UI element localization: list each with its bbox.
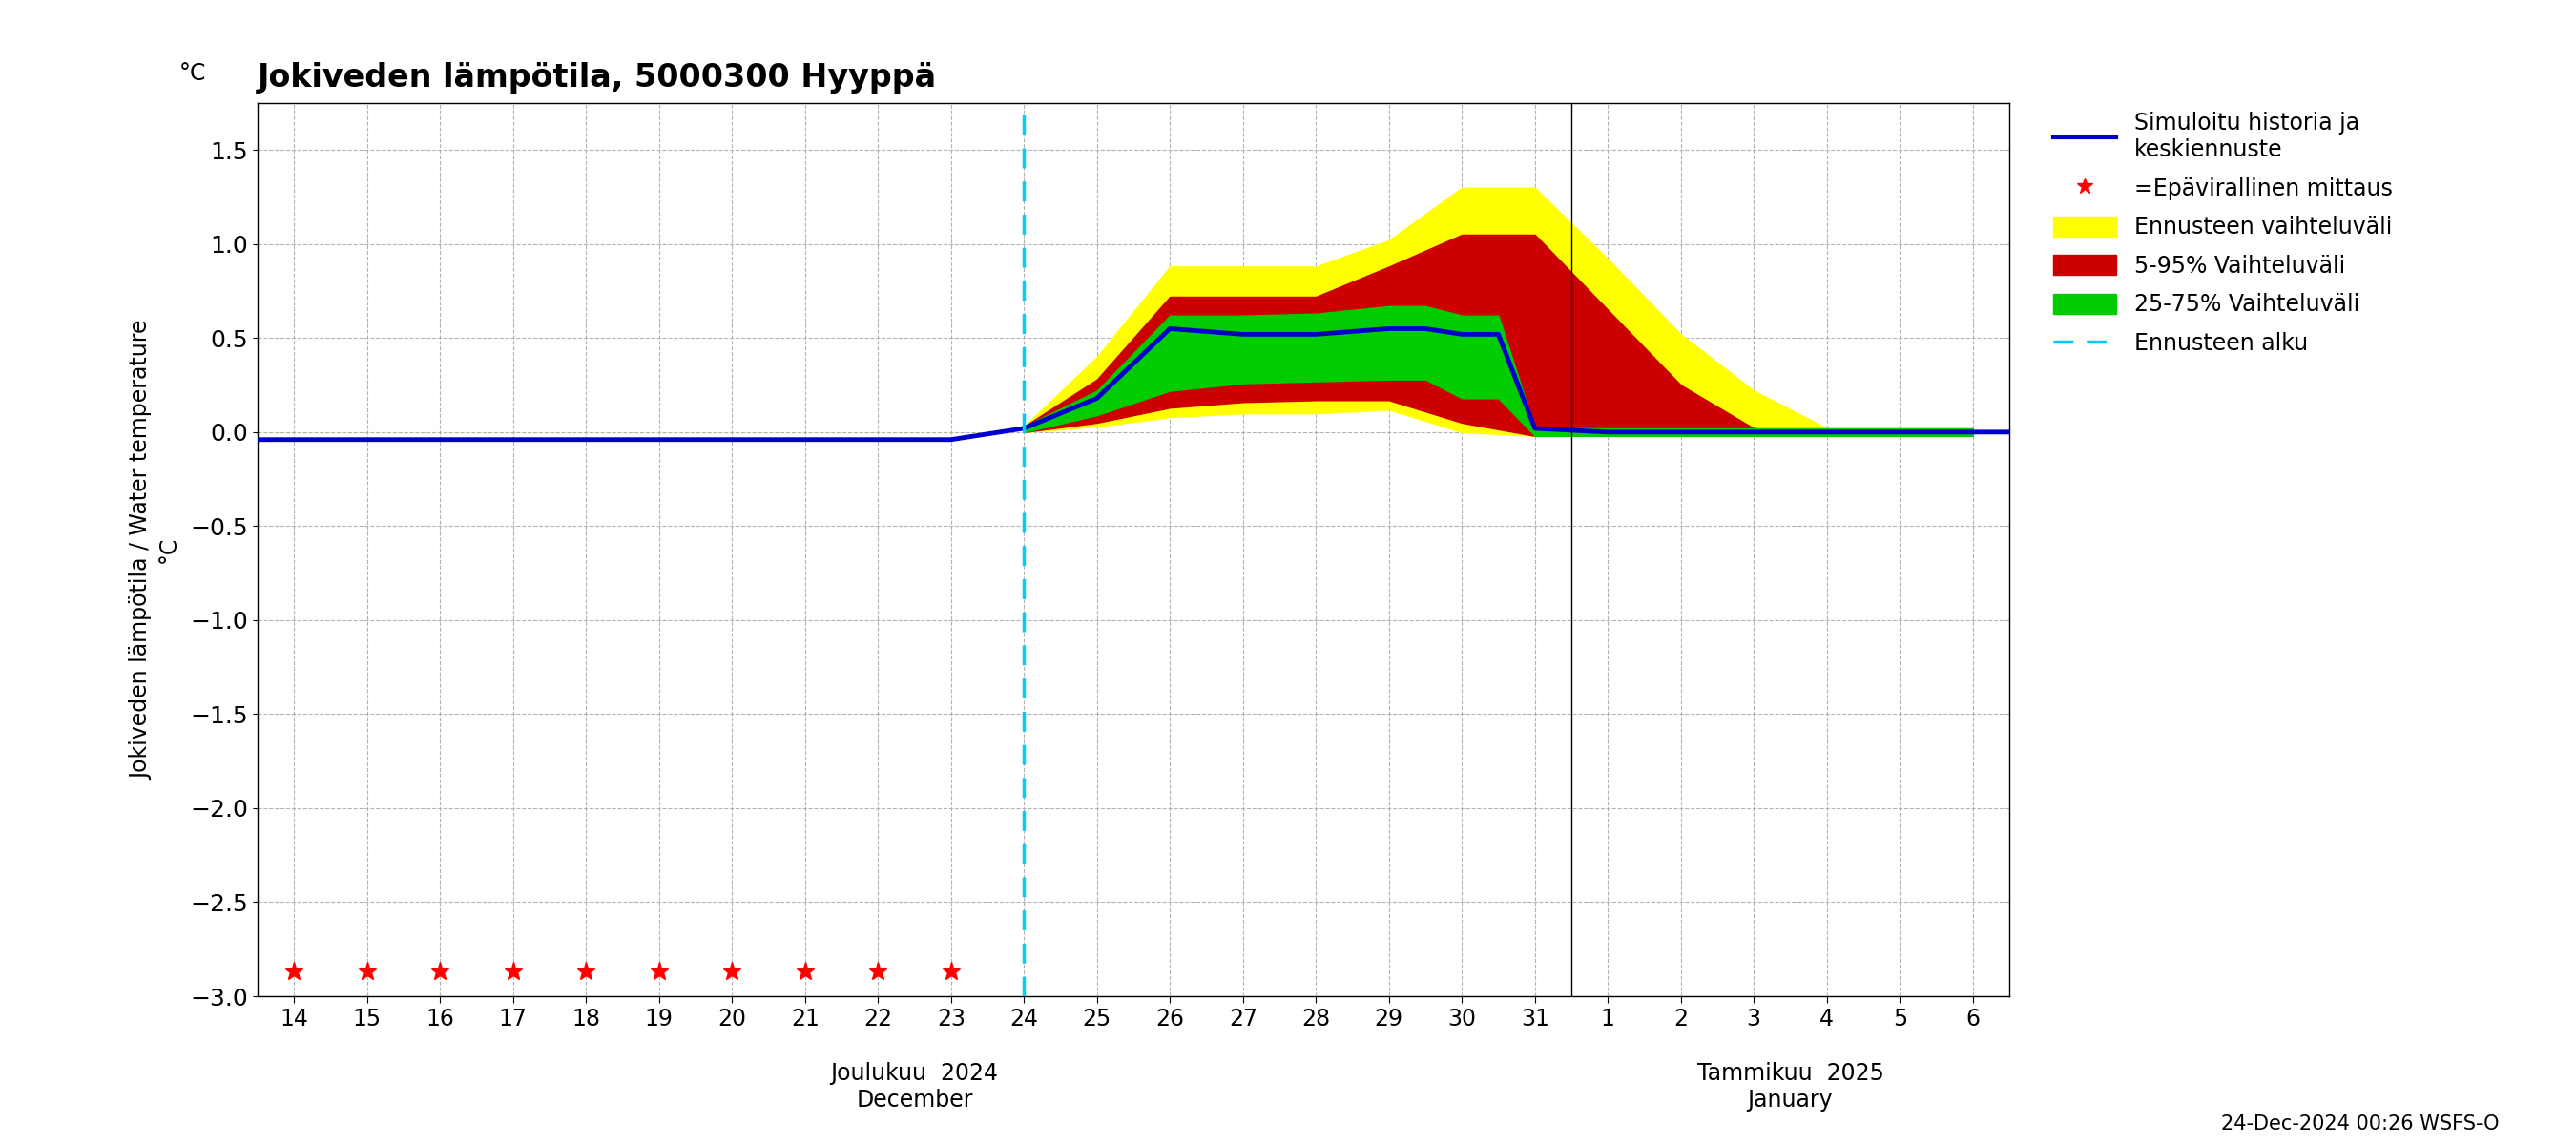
Y-axis label: Jokiveden lämpötila / Water temperature
°C: Jokiveden lämpötila / Water temperature … <box>131 319 180 780</box>
Text: 24-Dec-2024 00:26 WSFS-O: 24-Dec-2024 00:26 WSFS-O <box>2221 1114 2499 1134</box>
Text: Joulukuu  2024
December: Joulukuu 2024 December <box>829 1061 999 1112</box>
Text: Tammikuu  2025
January: Tammikuu 2025 January <box>1698 1061 1883 1112</box>
Legend: Simuloitu historia ja
keskiennuste, =Epävirallinen mittaus, Ennusteen vaihteluvä: Simuloitu historia ja keskiennuste, =Epä… <box>2045 103 2401 364</box>
Text: Jokiveden lämpötila, 5000300 Hyyppä: Jokiveden lämpötila, 5000300 Hyyppä <box>258 62 938 94</box>
Text: °C: °C <box>178 62 206 85</box>
